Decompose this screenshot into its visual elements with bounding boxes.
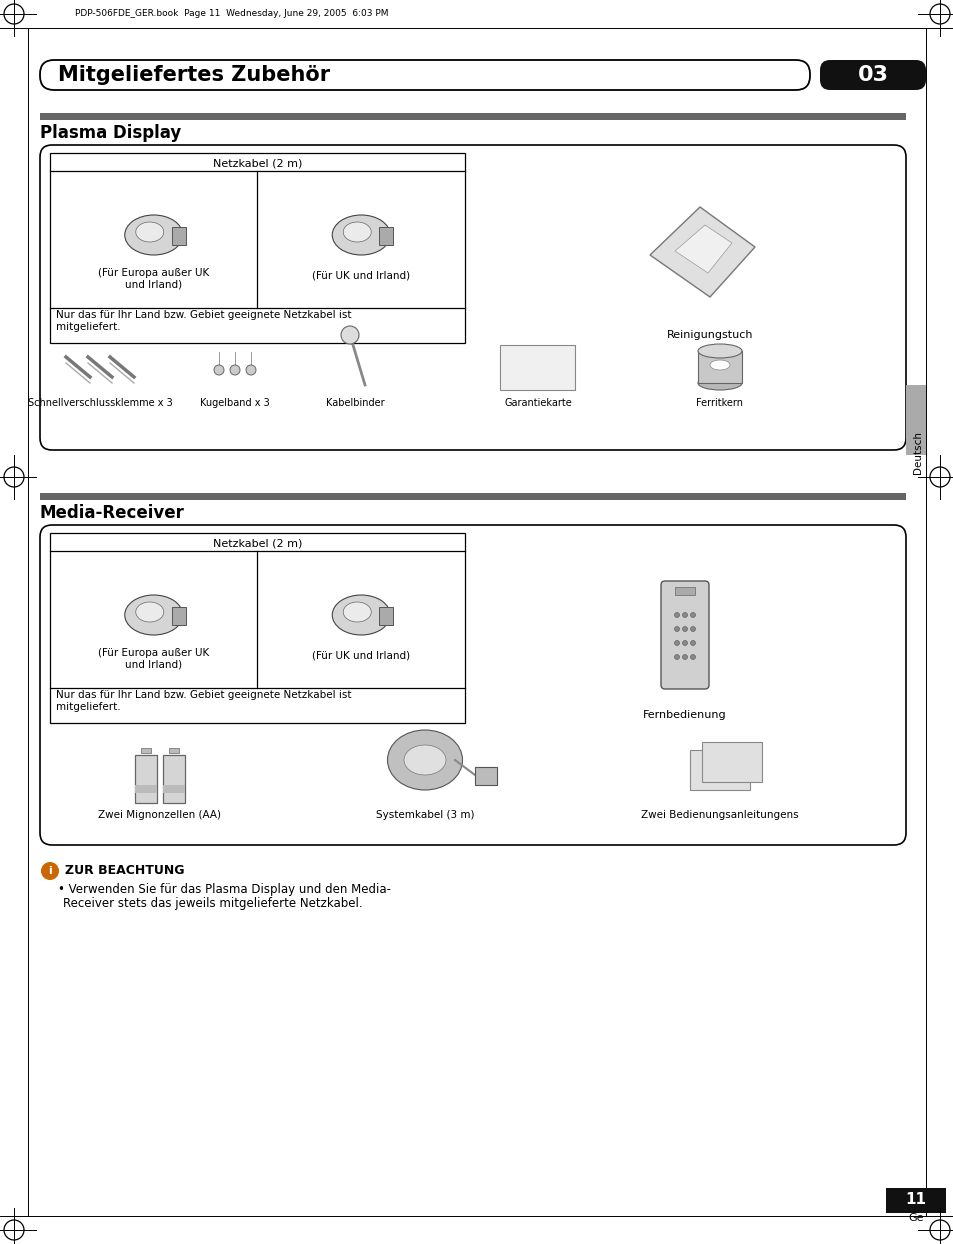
Text: Systemkabel (3 m): Systemkabel (3 m) [375,810,474,820]
Bar [379,607,393,624]
Circle shape [681,612,687,617]
Bar [40,113,905,119]
Ellipse shape [125,595,183,634]
Ellipse shape [698,345,741,358]
Polygon shape [499,345,575,391]
Text: Nur das für Ihr Land bzw. Gebiet geeignete Netzkabel ist
mitgeliefert.: Nur das für Ihr Land bzw. Gebiet geeigne… [56,310,351,332]
Ellipse shape [135,221,164,243]
Ellipse shape [387,730,462,790]
Text: (Für UK und Irland): (Für UK und Irland) [312,270,410,280]
Bar [141,748,151,753]
Text: ZUR BEACHTUNG: ZUR BEACHTUNG [65,865,184,877]
Text: 11: 11 [904,1193,925,1208]
Bar [675,587,695,595]
Text: Reinigungstuch: Reinigungstuch [666,330,753,340]
Text: Kugelband x 3: Kugelband x 3 [200,398,270,408]
FancyBboxPatch shape [820,60,925,90]
Ellipse shape [125,215,183,255]
Text: Media-Receiver: Media-Receiver [40,504,185,522]
Bar [163,785,185,792]
Circle shape [690,654,695,659]
Ellipse shape [343,602,371,622]
Text: Receiver stets das jeweils mitgelieferte Netzkabel.: Receiver stets das jeweils mitgelieferte… [63,897,362,909]
Text: Zwei Bedienungsanleitungens: Zwei Bedienungsanleitungens [640,810,798,820]
Ellipse shape [332,215,390,255]
Polygon shape [701,741,761,782]
FancyBboxPatch shape [40,525,905,845]
Bar [885,1188,945,1213]
Bar [50,532,464,723]
Bar [50,153,464,343]
Text: Zwei Mignonzellen (AA): Zwei Mignonzellen (AA) [98,810,221,820]
Circle shape [41,862,59,880]
Text: Mitgeliefertes Zubehör: Mitgeliefertes Zubehör [58,65,330,85]
Circle shape [690,627,695,632]
Polygon shape [649,207,754,297]
Text: i: i [48,866,51,876]
Circle shape [340,326,358,345]
Ellipse shape [332,595,390,634]
FancyBboxPatch shape [40,60,809,90]
Circle shape [246,364,255,374]
Bar [172,226,186,245]
Bar [135,755,157,802]
Circle shape [690,612,695,617]
Text: Nur das für Ihr Land bzw. Gebiet geeignete Netzkabel ist
mitgeliefert.: Nur das für Ihr Land bzw. Gebiet geeigne… [56,690,351,712]
Ellipse shape [698,376,741,391]
Text: Kabelbinder: Kabelbinder [325,398,384,408]
Bar [379,226,393,245]
Bar [475,768,497,785]
FancyBboxPatch shape [660,581,708,689]
Text: (Für UK und Irland): (Für UK und Irland) [312,651,410,661]
Circle shape [681,654,687,659]
Circle shape [674,654,679,659]
Circle shape [674,641,679,646]
Polygon shape [689,750,749,790]
Bar [135,785,157,792]
Circle shape [213,364,224,374]
Ellipse shape [135,602,164,622]
Text: 03: 03 [857,65,887,85]
Text: Schnellverschlussklemme x 3: Schnellverschlussklemme x 3 [28,398,172,408]
Bar [905,384,925,455]
Polygon shape [675,225,731,272]
Bar [172,607,186,624]
Circle shape [674,612,679,617]
Bar [163,755,185,802]
Text: Fernbedienung: Fernbedienung [642,710,726,720]
Ellipse shape [403,745,446,775]
Text: Netzkabel (2 m): Netzkabel (2 m) [213,158,302,168]
Circle shape [230,364,240,374]
Text: Ge: Ge [907,1213,923,1223]
Ellipse shape [709,360,729,369]
Circle shape [690,641,695,646]
Text: Deutsch: Deutsch [912,430,923,474]
Circle shape [674,627,679,632]
Text: • Verwenden Sie für das Plasma Display und den Media-: • Verwenden Sie für das Plasma Display u… [58,882,391,896]
Text: Netzkabel (2 m): Netzkabel (2 m) [213,537,302,549]
Circle shape [681,627,687,632]
Bar [698,351,741,383]
Ellipse shape [343,221,371,243]
Circle shape [681,641,687,646]
Bar [40,493,905,500]
Text: Ferritkern: Ferritkern [696,398,742,408]
Text: Garantiekarte: Garantiekarte [503,398,571,408]
Text: (Für Europa außer UK
und Irland): (Für Europa außer UK und Irland) [98,269,209,290]
Text: Plasma Display: Plasma Display [40,124,181,142]
Bar [169,748,179,753]
Text: PDP-506FDE_GER.book  Page 11  Wednesday, June 29, 2005  6:03 PM: PDP-506FDE_GER.book Page 11 Wednesday, J… [75,10,388,19]
Text: (Für Europa außer UK
und Irland): (Für Europa außer UK und Irland) [98,648,209,669]
FancyBboxPatch shape [40,146,905,450]
